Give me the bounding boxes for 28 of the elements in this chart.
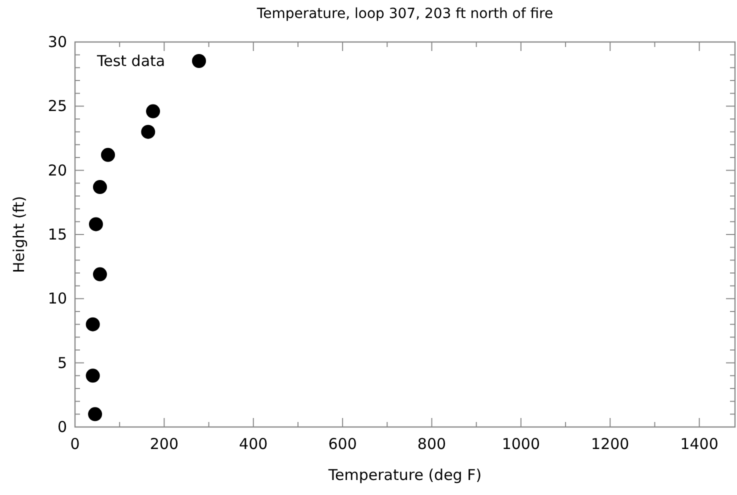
y-tick-label: 0 (57, 418, 67, 436)
chart-title: Temperature, loop 307, 203 ft north of fire (256, 6, 554, 22)
y-tick-label: 20 (48, 161, 67, 180)
x-axis-title: Temperature (deg F) (327, 466, 482, 484)
point (101, 148, 115, 162)
y-tick-label: 5 (57, 354, 67, 372)
y-tick-label: 30 (48, 33, 67, 51)
point (86, 317, 100, 332)
point (146, 104, 160, 118)
point (92, 267, 107, 282)
point (86, 368, 100, 383)
point (141, 124, 156, 139)
x-tick-label: 0 (70, 435, 80, 453)
legend-label: Test data (96, 52, 166, 70)
point (88, 217, 103, 232)
y-tick-label: 15 (48, 226, 67, 244)
x-tick-label: 600 (328, 435, 357, 453)
x-tick-label: 1000 (502, 435, 540, 453)
y-tick-label: 25 (48, 97, 67, 116)
x-tick-label: 1400 (680, 435, 718, 453)
x-tick-label: 800 (417, 435, 446, 453)
y-tick-label: 10 (48, 290, 67, 308)
point (92, 180, 107, 194)
y-axis-title: Height (ft) (10, 196, 28, 273)
x-tick-label: 1200 (591, 435, 630, 453)
x-tick-label: 200 (150, 435, 179, 453)
x-tick-label: 400 (239, 435, 268, 453)
point (88, 407, 102, 422)
